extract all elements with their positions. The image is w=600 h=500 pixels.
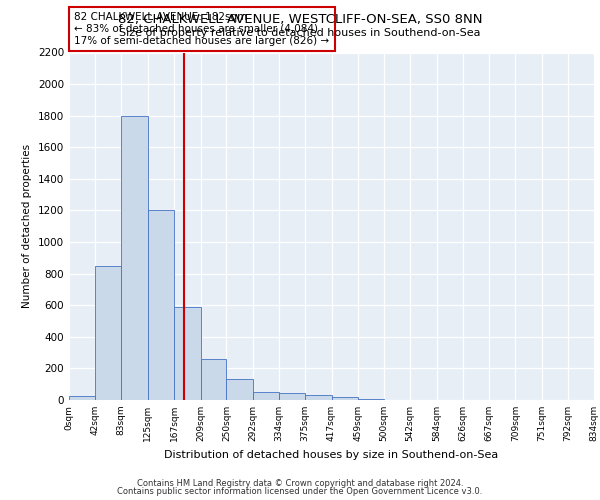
Text: 82 CHALKWELL AVENUE: 182sqm
← 83% of detached houses are smaller (4,084)
17% of : 82 CHALKWELL AVENUE: 182sqm ← 83% of det… xyxy=(74,12,329,46)
Text: Contains HM Land Registry data © Crown copyright and database right 2024.: Contains HM Land Registry data © Crown c… xyxy=(137,478,463,488)
Bar xyxy=(174,307,200,400)
Bar xyxy=(358,399,384,400)
Bar xyxy=(148,210,174,400)
Text: Contains public sector information licensed under the Open Government Licence v3: Contains public sector information licen… xyxy=(118,487,482,496)
Text: Size of property relative to detached houses in Southend-on-Sea: Size of property relative to detached ho… xyxy=(119,28,481,38)
X-axis label: Distribution of detached houses by size in Southend-on-Sea: Distribution of detached houses by size … xyxy=(164,450,499,460)
Y-axis label: Number of detached properties: Number of detached properties xyxy=(22,144,32,308)
Bar xyxy=(226,380,253,400)
Bar xyxy=(253,392,279,400)
Bar xyxy=(279,393,305,400)
Bar xyxy=(121,116,148,400)
Bar xyxy=(200,359,226,400)
Bar xyxy=(95,266,121,400)
Bar xyxy=(305,396,331,400)
Bar xyxy=(331,397,358,400)
Text: 82, CHALKWELL AVENUE, WESTCLIFF-ON-SEA, SS0 8NN: 82, CHALKWELL AVENUE, WESTCLIFF-ON-SEA, … xyxy=(118,12,482,26)
Bar xyxy=(69,396,95,400)
